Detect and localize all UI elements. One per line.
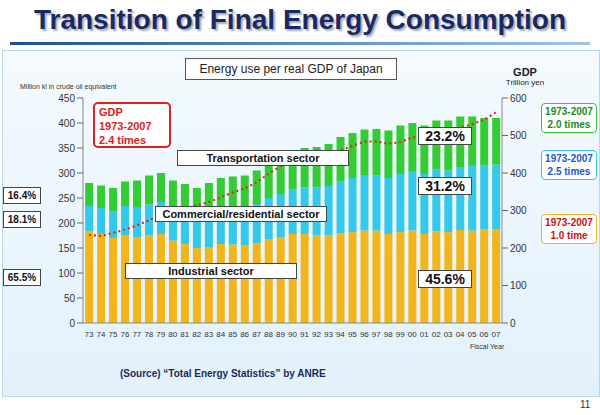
svg-text:82: 82 xyxy=(192,330,201,339)
svg-text:05: 05 xyxy=(468,330,477,339)
html-text:1973-2007: 1973-2007 xyxy=(545,152,593,164)
svg-text:88: 88 xyxy=(264,330,273,339)
svg-text:90: 90 xyxy=(288,330,297,339)
svg-text:83: 83 xyxy=(204,330,213,339)
svg-text:300: 300 xyxy=(510,205,527,216)
svg-text:86: 86 xyxy=(240,330,249,339)
html-text:2.4 times: 2.4 times xyxy=(99,134,147,146)
html-text:1973-2007: 1973-2007 xyxy=(545,106,593,117)
svg-text:74: 74 xyxy=(97,330,106,339)
svg-text:76: 76 xyxy=(120,330,129,339)
svg-text:79: 79 xyxy=(156,330,165,339)
svg-text:06: 06 xyxy=(480,330,489,339)
html-text:1973-2007: 1973-2007 xyxy=(99,120,152,132)
html-text:Million kl in crude oil equiva: Million kl in crude oil equivalent xyxy=(20,83,117,90)
svg-text:78: 78 xyxy=(144,330,153,339)
svg-text:77: 77 xyxy=(132,330,141,339)
html-text:23.2%: 23.2% xyxy=(425,128,465,144)
svg-text:73: 73 xyxy=(85,330,94,339)
svg-text:89: 89 xyxy=(276,330,285,339)
html-text:1.0 time: 1.0 time xyxy=(550,230,588,241)
svg-text:99: 99 xyxy=(396,330,405,339)
html-text:2.0 times: 2.0 times xyxy=(547,119,591,130)
html-text:11: 11 xyxy=(580,399,591,410)
svg-text:02: 02 xyxy=(432,330,441,339)
svg-text:75: 75 xyxy=(108,330,117,339)
svg-text:350: 350 xyxy=(58,143,75,154)
svg-text:300: 300 xyxy=(58,168,75,179)
html-text:65.5%: 65.5% xyxy=(7,272,37,284)
svg-text:92: 92 xyxy=(312,330,321,339)
svg-text:250: 250 xyxy=(58,193,75,204)
svg-text:200: 200 xyxy=(58,218,75,229)
svg-text:97: 97 xyxy=(372,330,381,339)
html-text:Trillion yen: Trillion yen xyxy=(505,78,545,87)
html-text:Fiscal Year: Fiscal Year xyxy=(470,343,505,350)
svg-text:84: 84 xyxy=(216,330,225,339)
svg-text:100: 100 xyxy=(510,280,527,291)
html-text:18.1%: 18.1% xyxy=(7,213,37,225)
svg-text:85: 85 xyxy=(228,330,237,339)
svg-text:87: 87 xyxy=(252,330,261,339)
html-text:1973-2007: 1973-2007 xyxy=(545,217,593,228)
svg-text:81: 81 xyxy=(180,330,189,339)
svg-text:96: 96 xyxy=(360,330,369,339)
svg-text:600: 600 xyxy=(510,93,527,104)
html-text:16.4%: 16.4% xyxy=(7,189,37,201)
html-text:Energy use per real GDP of Jap: Energy use per real GDP of Japan xyxy=(199,62,383,76)
html-text:GDP: GDP xyxy=(513,66,537,78)
svg-text:450: 450 xyxy=(58,93,75,104)
svg-text:01: 01 xyxy=(420,330,429,339)
svg-text:500: 500 xyxy=(510,130,527,141)
svg-text:80: 80 xyxy=(168,330,177,339)
html-text:45.6%: 45.6% xyxy=(425,271,465,287)
svg-text:03: 03 xyxy=(444,330,453,339)
html-text:GDP: GDP xyxy=(99,106,123,118)
svg-text:04: 04 xyxy=(456,330,465,339)
html-text:Transition of Final Energy Con: Transition of Final Energy Consumption xyxy=(34,4,566,35)
html-text:(Source) “Total Energy Statist: (Source) “Total Energy Statistics” by AN… xyxy=(120,368,326,379)
svg-text:93: 93 xyxy=(324,330,333,339)
svg-text:400: 400 xyxy=(510,168,527,179)
svg-text:50: 50 xyxy=(64,293,76,304)
html-text:Transportation sector: Transportation sector xyxy=(206,152,320,164)
html-text:2.5 times: 2.5 times xyxy=(547,165,591,177)
svg-text:400: 400 xyxy=(58,118,75,129)
html-text:Commercial/residential sector: Commercial/residential sector xyxy=(162,208,320,220)
html-text:Industrial sector: Industrial sector xyxy=(168,265,254,277)
svg-text:200: 200 xyxy=(510,243,527,254)
svg-text:100: 100 xyxy=(58,268,75,279)
html-text:31.2%: 31.2% xyxy=(425,178,465,194)
svg-text:150: 150 xyxy=(58,243,75,254)
svg-text:95: 95 xyxy=(348,330,357,339)
svg-text:00: 00 xyxy=(408,330,417,339)
svg-text:0: 0 xyxy=(510,318,516,329)
svg-text:07: 07 xyxy=(492,330,501,339)
svg-text:91: 91 xyxy=(300,330,309,339)
svg-text:0: 0 xyxy=(69,318,75,329)
svg-text:98: 98 xyxy=(384,330,393,339)
svg-text:94: 94 xyxy=(336,330,345,339)
